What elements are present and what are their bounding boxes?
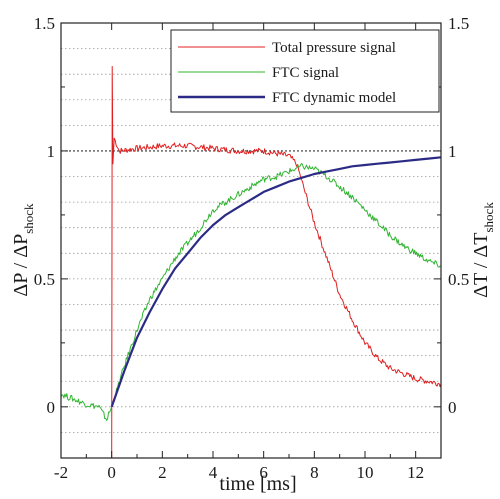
y-axis-label-left: ΔP / ΔPshock (10, 203, 36, 297)
x-tick-label: -2 (54, 463, 68, 482)
y-axis-label-right: ΔT / ΔTshock (470, 202, 496, 298)
legend: Total pressure signal FTC signal FTC dyn… (170, 29, 440, 113)
axis-ticks: -2 0 2 4 6 8 10 12 0 0.5 1 1.5 0 0.5 1 1.5 (34, 14, 470, 482)
y-tick-label-right: 0 (448, 398, 457, 417)
y-tick-label-right: 0.5 (448, 270, 469, 289)
x-tick-label: 0 (107, 463, 116, 482)
y-axis-label-right-sub: shock (481, 202, 496, 233)
x-tick-label: 8 (310, 463, 319, 482)
legend-label-2: FTC dynamic model (272, 90, 396, 106)
legend-box (170, 29, 440, 113)
y-tick-label-right: 1 (448, 142, 457, 161)
y-tick-label-right: 1.5 (448, 14, 469, 33)
series-line-2 (110, 156, 442, 408)
y-tick-label-left: 1 (47, 142, 56, 161)
x-tick-label: 12 (407, 463, 424, 482)
x-tick-label: 6 (259, 463, 268, 482)
x-tick-label: 10 (357, 463, 374, 482)
y-tick-label-left: 1.5 (34, 14, 55, 33)
y-axis-label-left-sub: shock (21, 203, 36, 234)
x-tick-label: 2 (158, 463, 167, 482)
legend-label-0: Total pressure signal (272, 40, 396, 56)
series-line-0 (111, 66, 442, 459)
y-tick-label-left: 0.5 (34, 270, 55, 289)
plot-frame (60, 22, 442, 459)
y-axis-label-left-main: ΔP / ΔP (10, 234, 32, 297)
series-lines (60, 66, 442, 459)
series-line-1 (60, 162, 442, 421)
legend-label-1: FTC signal (272, 65, 339, 81)
x-tick-label: 4 (209, 463, 218, 482)
x-axis-label: time [ms] (219, 473, 296, 495)
y-tick-label-left: 0 (47, 398, 56, 417)
y-axis-label-right-main: ΔT / ΔT (470, 232, 492, 297)
